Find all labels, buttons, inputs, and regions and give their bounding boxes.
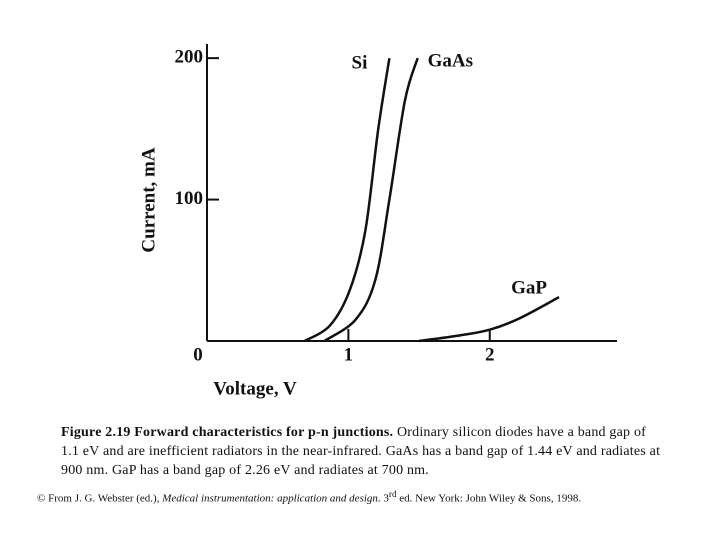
citation-sup: rd: [388, 489, 397, 499]
x-tick-label: 1: [344, 344, 354, 365]
series-label: GaAs: [428, 51, 473, 72]
citation-middle: . 3: [377, 492, 389, 505]
x-axis-label: Voltage, V: [213, 378, 297, 399]
x-tick-label: 2: [485, 344, 495, 365]
series-line: [323, 57, 419, 343]
citation-suffix: ed. New York: John Wiley & Sons, 1998.: [396, 492, 582, 505]
caption-text: Ordinary silicon diodes have a band gap …: [61, 425, 661, 478]
series-line: [418, 296, 560, 343]
caption: Figure 2.19 Forward characteristics for …: [61, 423, 661, 480]
y-tick-label: 200: [175, 47, 204, 68]
y-axis-label: Current, mA: [138, 147, 159, 252]
caption-heading: Figure 2.19 Forward characteristics for …: [61, 425, 394, 440]
citation-prefix: © From J. G. Webster (ed.),: [37, 492, 163, 505]
series-label: Si: [352, 53, 368, 74]
y-tick-label: 100: [175, 188, 204, 209]
series-label: GaP: [511, 278, 547, 299]
citation: © From J. G. Webster (ed.), Medical inst…: [37, 489, 581, 505]
x-tick-label: 0: [193, 344, 203, 365]
chart: Current, mA Voltage, V 100 200 0 1 2 Si GaAs Ga…: [138, 44, 617, 399]
citation-title: Medical instrumentation: application and…: [162, 492, 378, 505]
series-line: [303, 57, 391, 343]
